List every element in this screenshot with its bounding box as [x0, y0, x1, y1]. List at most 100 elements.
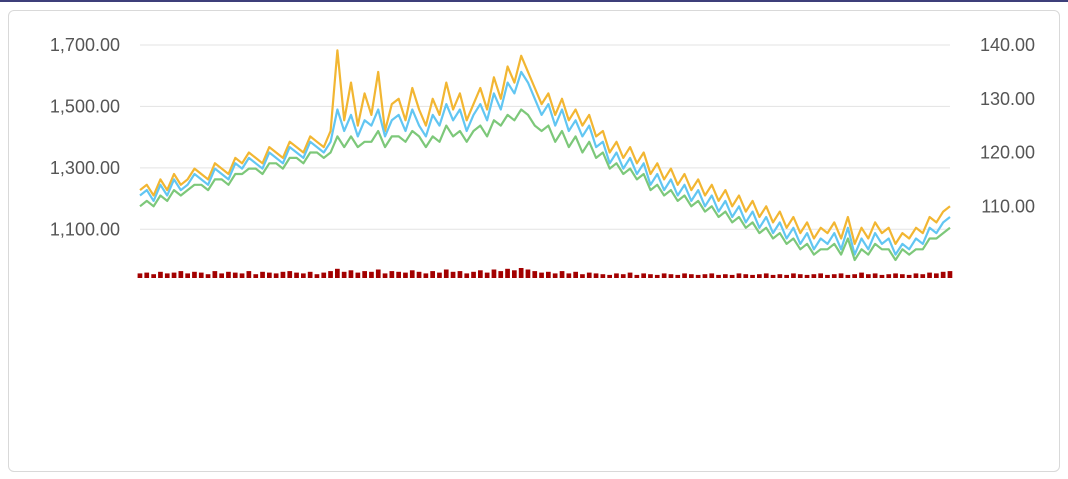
top-divider: [0, 0, 1068, 2]
volume-bar: [947, 271, 953, 278]
volume-bar: [505, 268, 510, 278]
volume-bar: [457, 271, 463, 278]
volume-bar: [328, 271, 333, 278]
volume-bar: [484, 272, 490, 278]
volume-bar: [443, 269, 449, 278]
volume-bar: [335, 268, 340, 278]
volume-bar: [872, 273, 878, 278]
series-line-1: [139, 49, 951, 245]
volume-bar: [770, 274, 776, 278]
volume-bar: [791, 273, 796, 278]
volume-bar: [797, 274, 803, 278]
volume-bar: [232, 272, 238, 278]
volume-bar: [736, 273, 742, 278]
volume-bar: [675, 274, 681, 278]
volume-bar: [287, 271, 293, 278]
volume-bar: [906, 274, 912, 278]
volume-bar: [491, 269, 497, 278]
y-right-tick-label: 120.00: [980, 143, 1035, 163]
volume-bar: [552, 273, 558, 278]
y-right-tick-label: 110.00: [981, 196, 1035, 216]
volume-bar: [423, 273, 429, 278]
volume-bar: [362, 271, 367, 278]
volume-bar: [893, 273, 898, 278]
volume-bar: [512, 270, 517, 278]
volume-bar: [273, 273, 279, 278]
volume-bar: [212, 271, 218, 278]
volume-bar: [940, 271, 946, 278]
volume-bar: [375, 269, 381, 278]
volume-bar: [498, 271, 504, 278]
volume-bar: [763, 273, 769, 278]
volume-bar: [614, 273, 619, 278]
volume-bar: [546, 271, 551, 278]
volume-bar: [396, 271, 401, 278]
volume-bar: [280, 271, 286, 278]
series-line-2: [139, 70, 951, 256]
volume-bar: [927, 272, 932, 278]
volume-bar: [192, 271, 197, 278]
volume-bar: [620, 274, 626, 278]
volume-bar: [314, 274, 320, 278]
volume-bar: [695, 274, 701, 278]
volume-bar: [689, 274, 694, 278]
volume-bar: [804, 274, 810, 278]
volume-bar: [389, 271, 395, 278]
volume-bar: [661, 273, 667, 278]
volume-bar: [709, 273, 715, 278]
volume-bar: [743, 274, 749, 278]
volume-bar: [879, 274, 885, 278]
volume-bar: [430, 271, 435, 278]
volume-bar: [627, 272, 633, 278]
volume-bar: [593, 273, 599, 278]
volume-bar: [866, 274, 871, 278]
volume-bar: [654, 274, 660, 278]
series-line-3: [139, 108, 951, 262]
volume-bar: [920, 274, 926, 278]
volume-bar: [478, 270, 483, 278]
volume-bar: [539, 272, 544, 278]
volume-bar: [171, 272, 177, 278]
volume-bar: [355, 272, 361, 278]
volume-bar: [838, 273, 844, 278]
volume-bar: [934, 273, 939, 278]
volume-bar: [831, 274, 837, 278]
volume-bar: [403, 272, 408, 278]
volume-bar: [607, 274, 612, 278]
volume-bar: [294, 272, 299, 278]
volume-bar: [723, 274, 728, 278]
y-left-tick-label: 1,700.00: [50, 35, 120, 55]
y-right-tick-label: 140.00: [980, 35, 1035, 55]
volume-bar: [205, 274, 211, 278]
volume-bar: [566, 273, 572, 278]
volume-bar: [471, 271, 476, 278]
volume-bar: [559, 271, 565, 278]
volume-bar: [859, 272, 864, 278]
volume-bar: [158, 271, 163, 278]
volume-bar: [784, 274, 789, 278]
volume-bar: [648, 274, 653, 278]
volume-bar: [702, 274, 708, 278]
volume-bar: [437, 272, 442, 278]
volume-bar: [913, 273, 919, 278]
volume-bar: [525, 269, 531, 278]
volume-bar: [341, 271, 347, 278]
volume-bar: [369, 271, 374, 278]
volume-bar: [757, 274, 762, 278]
volume-bar: [900, 274, 905, 278]
volume-bar: [246, 271, 252, 278]
volume-bar: [219, 273, 224, 278]
volume-bar: [151, 274, 156, 278]
y-left-tick-label: 1,100.00: [50, 219, 120, 239]
volume-bar: [416, 271, 422, 278]
volume-bar: [825, 274, 830, 278]
volume-bar: [641, 273, 646, 278]
volume-bar: [260, 271, 265, 278]
volume-bar: [307, 271, 313, 278]
volume-bar: [198, 272, 204, 278]
volume-bar: [348, 270, 354, 278]
volume-bar: [580, 274, 585, 278]
volume-bar: [586, 272, 592, 278]
volume-bar: [852, 274, 857, 278]
volume-bar: [668, 274, 674, 278]
